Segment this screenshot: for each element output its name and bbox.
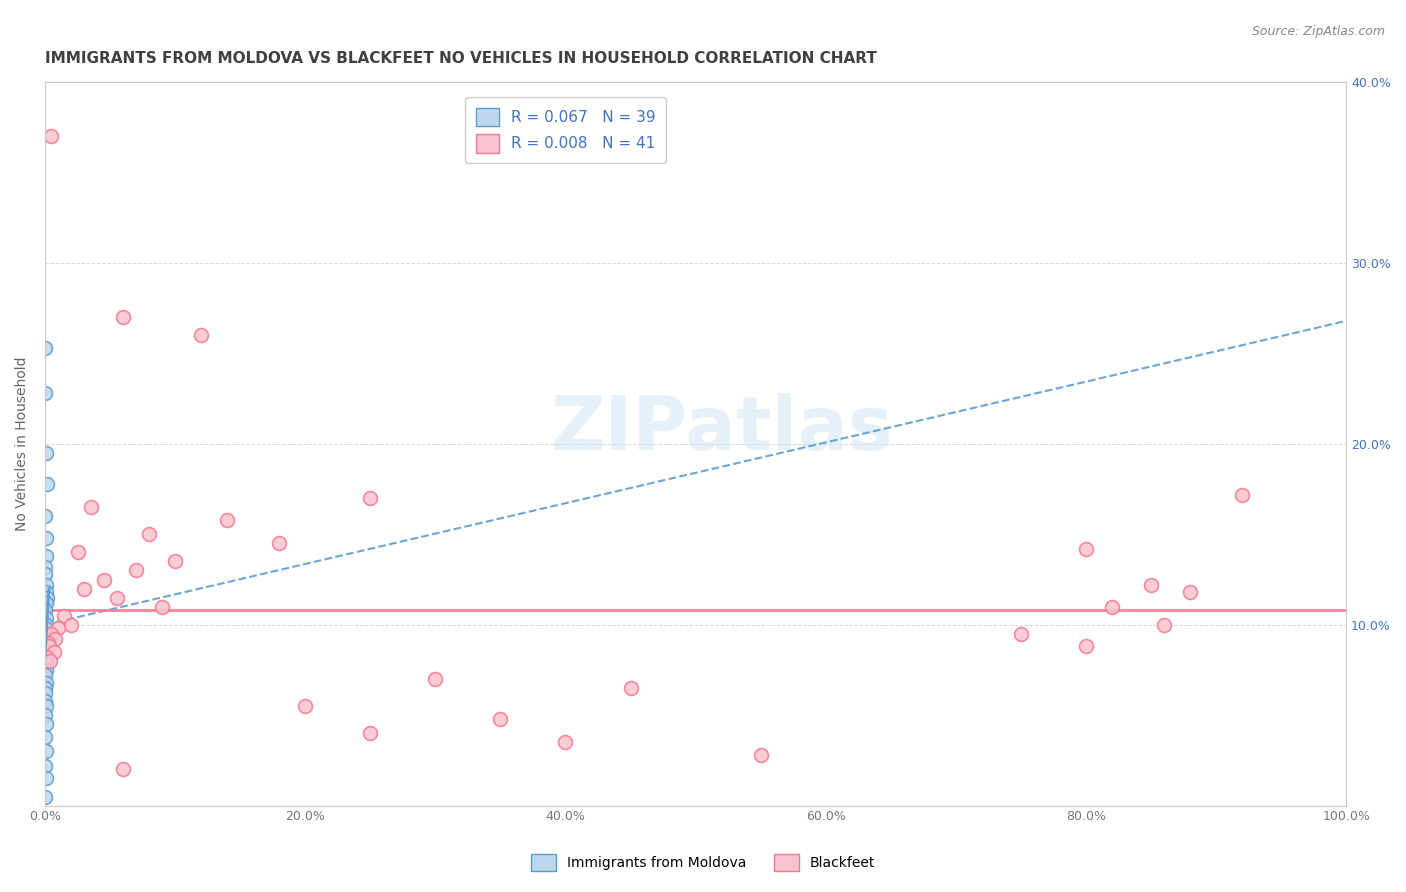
Point xyxy=(73,582,96,596)
Text: ZIPatlas: ZIPatlas xyxy=(550,392,893,466)
Point xyxy=(34,621,56,635)
Point xyxy=(138,527,160,541)
Point xyxy=(35,476,58,491)
Point xyxy=(34,657,56,672)
Point xyxy=(35,772,58,786)
Point xyxy=(46,621,69,635)
Point xyxy=(34,663,56,677)
Text: IMMIGRANTS FROM MOLDOVA VS BLACKFEET NO VEHICLES IN HOUSEHOLD CORRELATION CHART: IMMIGRANTS FROM MOLDOVA VS BLACKFEET NO … xyxy=(45,51,877,66)
Point xyxy=(35,591,58,605)
Point xyxy=(34,341,56,355)
Point xyxy=(1101,599,1123,614)
Point xyxy=(359,491,381,505)
Point xyxy=(35,596,58,610)
Point xyxy=(35,699,58,714)
Point xyxy=(35,531,58,545)
Point xyxy=(34,509,56,524)
Point xyxy=(35,627,58,641)
Point xyxy=(125,564,148,578)
Point xyxy=(1140,578,1163,592)
Point xyxy=(1153,617,1175,632)
Point xyxy=(35,645,58,659)
Point xyxy=(34,759,56,773)
Point xyxy=(112,310,135,325)
Point xyxy=(42,645,65,659)
Point xyxy=(34,686,56,700)
Point xyxy=(37,636,59,650)
Point xyxy=(41,129,63,144)
Point xyxy=(34,730,56,744)
Point xyxy=(425,672,447,686)
Point xyxy=(150,599,173,614)
Point xyxy=(619,681,641,695)
Point xyxy=(38,640,60,654)
Point xyxy=(34,636,56,650)
Point xyxy=(1178,585,1201,599)
Point xyxy=(34,446,56,460)
Point xyxy=(35,654,58,668)
Point xyxy=(1010,627,1032,641)
Point xyxy=(34,708,56,723)
Legend: Immigrants from Moldova, Blackfeet: Immigrants from Moldova, Blackfeet xyxy=(524,848,882,876)
Point xyxy=(190,328,212,343)
Point xyxy=(1230,487,1253,501)
Point xyxy=(39,654,62,668)
Point xyxy=(34,744,56,758)
Point xyxy=(35,578,58,592)
Point xyxy=(105,591,128,605)
Point xyxy=(269,536,291,550)
Point xyxy=(34,559,56,574)
Point xyxy=(34,668,56,682)
Point xyxy=(34,567,56,582)
Point xyxy=(34,789,56,804)
Point xyxy=(34,640,56,654)
Point xyxy=(35,549,58,563)
Point xyxy=(294,699,316,714)
Point xyxy=(1074,640,1097,654)
Point xyxy=(34,632,56,647)
Point xyxy=(35,617,58,632)
Point xyxy=(35,675,58,690)
Point xyxy=(217,513,239,527)
Point xyxy=(35,717,58,731)
Point xyxy=(35,650,58,665)
Point xyxy=(53,608,76,623)
Text: Source: ZipAtlas.com: Source: ZipAtlas.com xyxy=(1251,25,1385,38)
Point xyxy=(34,603,56,617)
Legend: R = 0.067   N = 39, R = 0.008   N = 41: R = 0.067 N = 39, R = 0.008 N = 41 xyxy=(465,97,666,163)
Point xyxy=(35,610,58,624)
Point xyxy=(44,632,66,647)
Point xyxy=(34,681,56,695)
Point xyxy=(34,386,56,401)
Y-axis label: No Vehicles in Household: No Vehicles in Household xyxy=(15,357,30,531)
Point xyxy=(41,627,63,641)
Point xyxy=(489,712,512,726)
Point xyxy=(79,500,101,515)
Point xyxy=(34,694,56,708)
Point xyxy=(93,573,115,587)
Point xyxy=(165,554,187,568)
Point xyxy=(59,617,82,632)
Point xyxy=(1074,541,1097,556)
Point xyxy=(359,726,381,740)
Point xyxy=(66,545,89,559)
Point xyxy=(34,650,56,665)
Point xyxy=(112,763,135,777)
Point xyxy=(34,585,56,599)
Point xyxy=(749,747,772,762)
Point xyxy=(554,735,576,749)
